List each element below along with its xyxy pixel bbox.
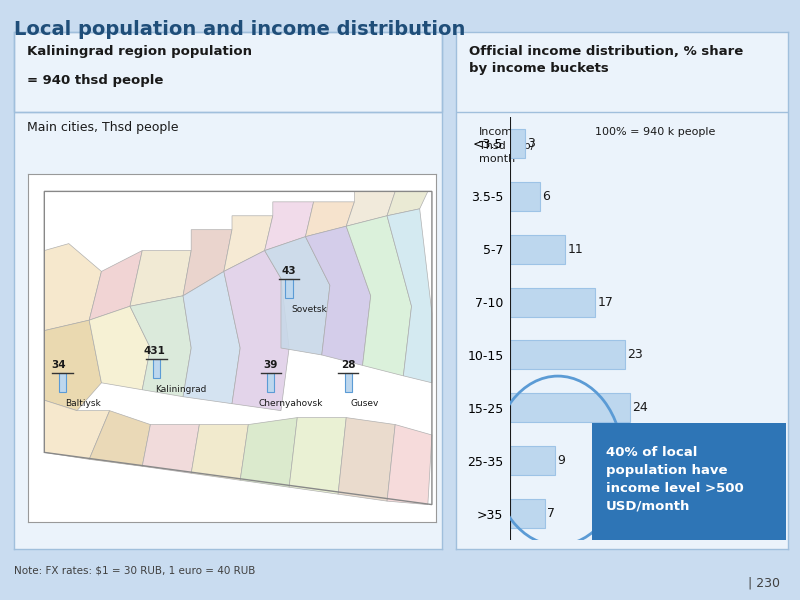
Text: Sovetsk: Sovetsk [292,305,327,314]
Text: Official income distribution, % share
by income buckets: Official income distribution, % share by… [470,45,743,75]
Text: Baltiysk: Baltiysk [66,400,101,409]
Text: 23: 23 [627,349,643,361]
Bar [510,287,595,317]
Text: Note: FX rates: $1 = 30 RUB, 1 euro = 40 RUB: Note: FX rates: $1 = 30 RUB, 1 euro = 40… [14,565,256,575]
Text: 9: 9 [558,454,566,467]
Polygon shape [90,251,142,320]
Bar [510,393,630,422]
Bar [286,279,293,298]
Polygon shape [346,216,411,376]
Polygon shape [338,418,395,501]
Text: Chernyahovsk: Chernyahovsk [259,400,323,409]
Polygon shape [44,320,102,410]
Polygon shape [44,400,110,460]
Text: 431: 431 [143,346,166,356]
Polygon shape [191,425,248,480]
Bar [153,359,160,379]
Bar [510,235,566,264]
Polygon shape [224,216,273,271]
Text: 11: 11 [567,242,583,256]
Polygon shape [183,271,240,404]
Polygon shape [306,202,354,236]
Polygon shape [224,251,289,410]
Polygon shape [306,226,370,365]
Text: Kaliningrad region population: Kaliningrad region population [27,45,252,58]
Bar [345,373,352,392]
Text: 34: 34 [51,360,66,370]
Polygon shape [90,306,150,390]
Bar [267,373,274,392]
Text: Income,
Thsd Rub/
month: Income, Thsd Rub/ month [479,127,534,164]
Text: 39: 39 [263,360,278,370]
Text: = 940 thsd people: = 940 thsd people [27,74,164,87]
Text: 3: 3 [527,137,535,150]
Bar [510,129,526,158]
Polygon shape [387,209,432,383]
Bar [14,32,442,112]
Text: Main cities, Thsd people: Main cities, Thsd people [27,121,178,134]
Polygon shape [183,230,232,296]
Bar [510,340,626,370]
Text: 43: 43 [282,266,297,276]
Polygon shape [346,191,395,226]
Text: 24: 24 [633,401,648,415]
Text: 40% of local
population have
income level >500
USD/month: 40% of local population have income leve… [606,446,743,512]
Bar [510,499,546,528]
Text: Local population and income distribution: Local population and income distribution [14,20,466,39]
Polygon shape [289,418,346,494]
Polygon shape [130,296,191,397]
Text: Gusev: Gusev [350,400,378,409]
Polygon shape [130,251,191,306]
Polygon shape [90,410,150,466]
Text: 100% = 940 k people: 100% = 940 k people [595,127,716,137]
Polygon shape [44,244,102,331]
Polygon shape [265,202,314,251]
Text: Kaliningrad: Kaliningrad [155,385,206,394]
Polygon shape [387,191,428,216]
Bar [510,446,555,475]
Text: 7: 7 [547,507,555,520]
Bar [59,373,66,392]
Text: 28: 28 [341,360,355,370]
Text: 17: 17 [598,296,614,308]
Bar [510,182,541,211]
Polygon shape [265,236,330,355]
Polygon shape [240,418,298,487]
Text: | 230: | 230 [748,576,780,589]
Polygon shape [387,425,432,505]
Polygon shape [142,425,199,473]
Text: 6: 6 [542,190,550,203]
